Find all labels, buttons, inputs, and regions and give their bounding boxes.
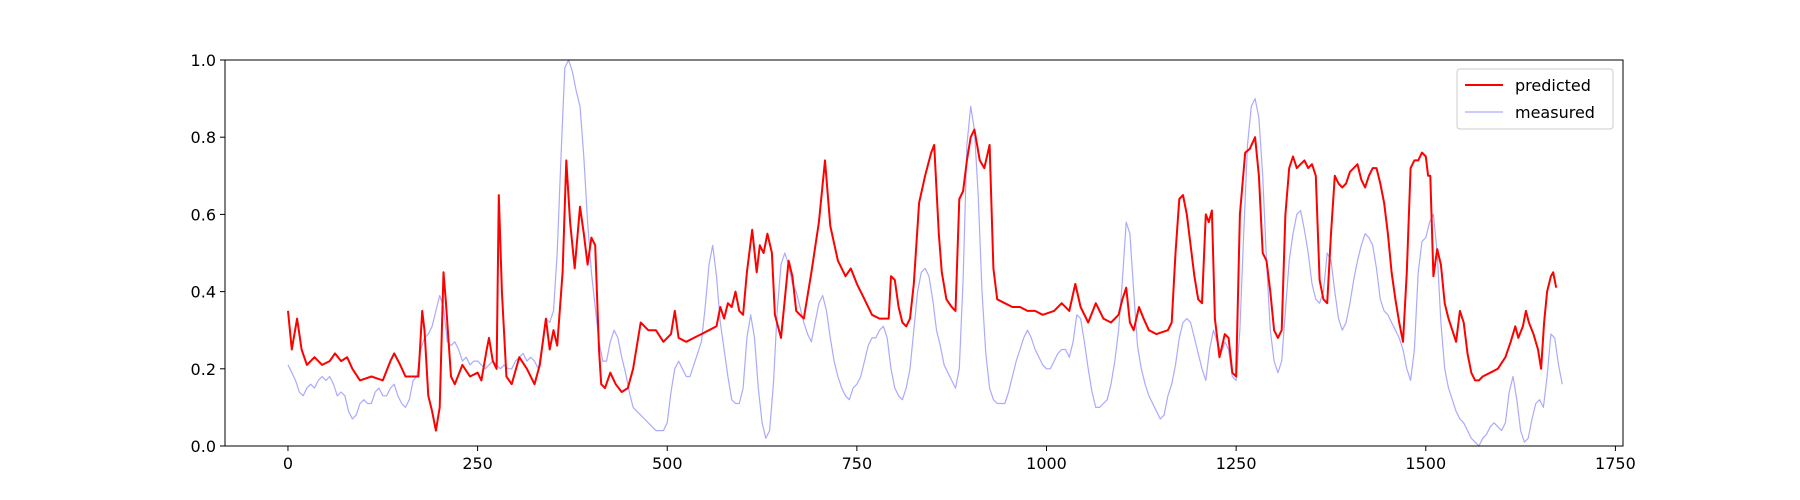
x-axis: 0 250 500 750 1000 1250 1500 1750 bbox=[283, 446, 1636, 473]
legend-label-predicted: predicted bbox=[1515, 76, 1591, 95]
y-tick-label: 0.6 bbox=[191, 205, 216, 224]
x-tick-label: 750 bbox=[842, 454, 873, 473]
series-line-measured bbox=[287, 60, 1563, 446]
y-tick-label: 0.2 bbox=[191, 360, 216, 379]
x-tick-label: 250 bbox=[462, 454, 493, 473]
legend: predicted measured bbox=[1456, 68, 1614, 130]
x-tick-label: 500 bbox=[652, 454, 683, 473]
x-tick-label: 1250 bbox=[1216, 454, 1257, 473]
plot-lines bbox=[287, 60, 1563, 446]
y-axis: 0.0 0.2 0.4 0.6 0.8 1.0 bbox=[191, 51, 225, 456]
x-tick-label: 0 bbox=[283, 454, 293, 473]
legend-label-measured: measured bbox=[1515, 103, 1595, 122]
y-tick-label: 0.4 bbox=[191, 283, 216, 302]
y-tick-label: 1.0 bbox=[191, 51, 216, 70]
x-tick-label: 1000 bbox=[1026, 454, 1067, 473]
x-tick-label: 1500 bbox=[1405, 454, 1446, 473]
series-line-predicted bbox=[287, 128, 1558, 432]
y-tick-label: 0.8 bbox=[191, 128, 216, 147]
x-tick-label: 1750 bbox=[1595, 454, 1636, 473]
axes-frame bbox=[224, 59, 1624, 447]
y-tick-label: 0.0 bbox=[191, 437, 216, 456]
